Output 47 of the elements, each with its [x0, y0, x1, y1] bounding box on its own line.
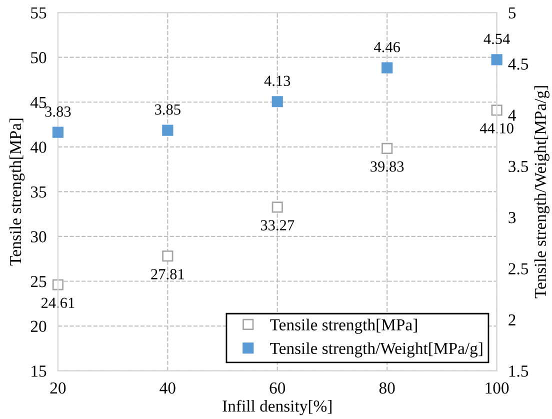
point — [272, 202, 283, 213]
point — [491, 54, 502, 66]
data-label: 44.10 — [480, 123, 514, 134]
y2-tick-label: 4 — [508, 110, 516, 121]
y2-tick-label: 3 — [508, 212, 516, 224]
y2-tick-label: 4.5 — [508, 58, 528, 70]
y-tick-label: 55 — [31, 7, 46, 19]
y-tick-label: 30 — [30, 231, 46, 242]
x-tick-label: 100 — [486, 382, 509, 394]
x-tick-label: 80 — [379, 382, 395, 394]
point — [382, 142, 393, 154]
y-tick-label: 45 — [30, 96, 46, 108]
y-tick-label: 25 — [30, 276, 46, 288]
data-label: 39.83 — [370, 161, 404, 172]
point — [162, 124, 174, 136]
y-tick-label: 50 — [31, 52, 46, 64]
x-tick-label: 60 — [270, 382, 286, 394]
data-label: 27.81 — [151, 269, 184, 280]
y2-axis-title: Tensile strength/Weight[MPa/g] — [534, 86, 550, 298]
point — [382, 62, 393, 74]
x-axis-title: Infill density[%] — [222, 400, 332, 416]
point — [52, 126, 64, 138]
y2-tick-label: 3.5 — [508, 160, 528, 172]
point — [162, 250, 174, 262]
x-tick-label: 20 — [50, 382, 66, 394]
y-tick-label: 35 — [30, 186, 46, 198]
y2-tick-label: 5 — [508, 7, 516, 19]
legend-label: Tensile strength/Weight[MPa/g] — [270, 342, 482, 358]
y2-tick-label: 1.5 — [509, 366, 528, 377]
point — [52, 279, 64, 290]
y2-tick-label: 2 — [508, 314, 516, 326]
x-tick-label: 40 — [160, 382, 176, 394]
y-tick-label: 20 — [30, 320, 46, 332]
data-label: 3.83 — [45, 106, 71, 117]
data-label: 24.61 — [41, 298, 74, 308]
data-label: 3.85 — [155, 104, 180, 115]
data-label: 4.46 — [374, 42, 400, 52]
y-axis-title: Tensile strength[MPa] — [9, 118, 25, 266]
data-label: 4.54 — [484, 34, 510, 44]
point — [491, 104, 502, 116]
legend-label: Tensile strength[MPa] — [270, 318, 417, 334]
y-tick-label: 40 — [30, 142, 46, 153]
point — [272, 96, 283, 108]
data-label: 4.13 — [264, 76, 290, 86]
y-tick-label: 15 — [32, 366, 46, 377]
data-label: 33.27 — [260, 220, 294, 231]
y2-tick-label: 2.5 — [508, 263, 528, 274]
